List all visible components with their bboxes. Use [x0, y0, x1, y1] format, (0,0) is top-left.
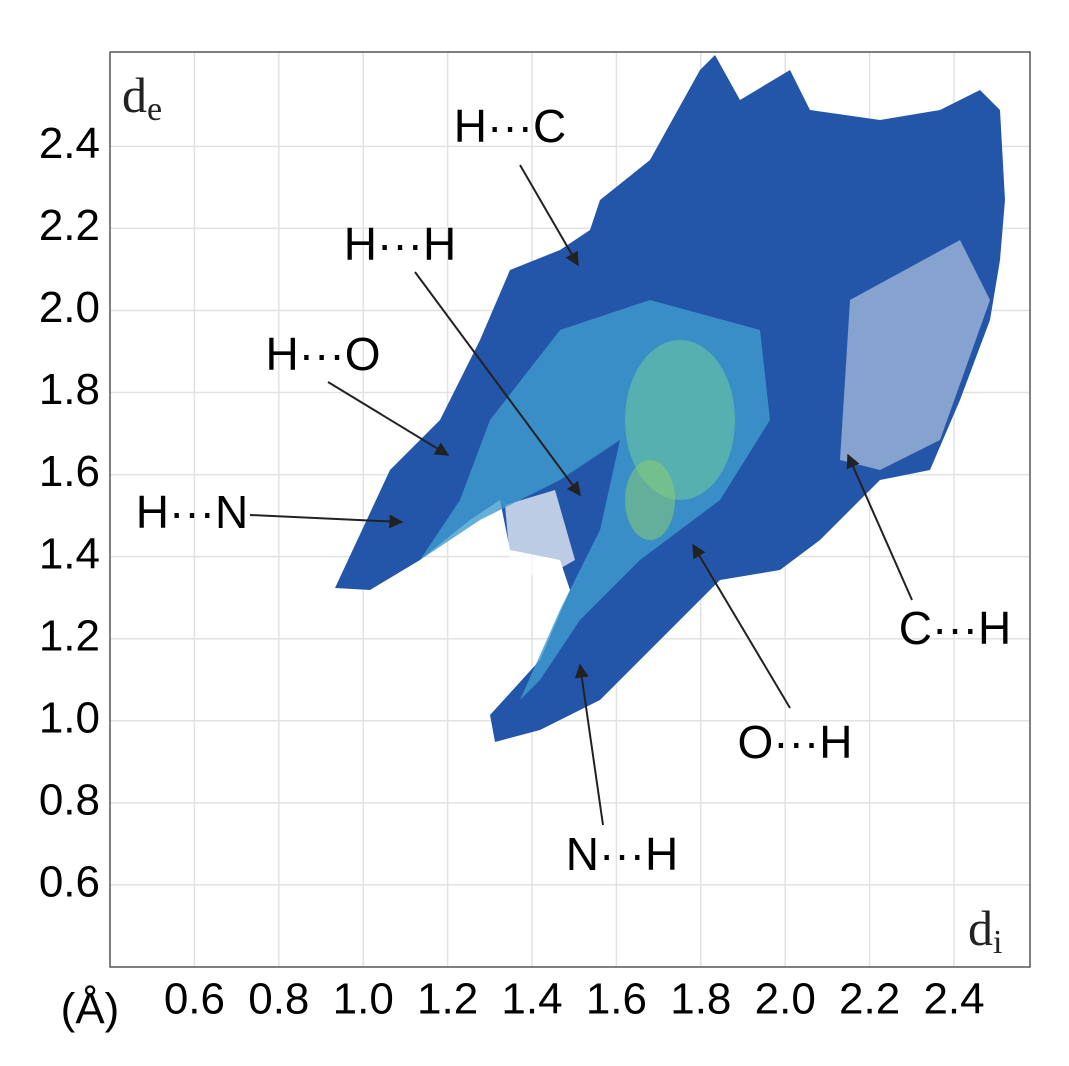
x-tick-label: 1.6 — [586, 975, 647, 1024]
y-tick-label: 2.2 — [39, 201, 100, 250]
x-tick-label: 2.0 — [755, 975, 816, 1024]
y-tick-label: 1.4 — [39, 529, 100, 578]
annotation-arrow — [249, 514, 404, 529]
fingerprint-cloud — [335, 55, 1005, 742]
cloud-peak — [625, 340, 735, 500]
annotation-arrow — [846, 453, 913, 601]
x-tick-label: 1.0 — [333, 975, 394, 1024]
annotation: H···H — [344, 218, 456, 270]
x-tick-label: 0.8 — [248, 975, 309, 1024]
cloud-sparse — [505, 490, 575, 580]
y-label-sub: e — [147, 91, 162, 128]
x-label-base: d — [968, 900, 993, 956]
annotation-arrow — [327, 381, 450, 456]
y-tick-label: 1.6 — [39, 447, 100, 496]
x-tick-label: 2.4 — [923, 975, 984, 1024]
y-tick-label: 2.0 — [39, 283, 100, 332]
annotation: O···H — [738, 716, 853, 768]
unit-label: (Å) — [61, 985, 120, 1034]
cloud-peak — [625, 460, 675, 540]
y-tick-label: 0.8 — [39, 775, 100, 824]
y-tick-label: 0.6 — [39, 858, 100, 907]
annotation-arrow — [692, 543, 791, 709]
annotation: H···C — [454, 100, 566, 152]
x-axis-label: di — [968, 900, 1002, 961]
plot-frame — [109, 51, 1031, 968]
y-tick-label: 2.4 — [39, 119, 100, 168]
y-label-base: d — [122, 67, 147, 123]
annotation: H···N — [136, 486, 248, 538]
annotation-arrow — [414, 271, 581, 497]
annotation: N···H — [566, 828, 678, 880]
annotation-arrow — [519, 164, 579, 267]
x-tick-label: 1.4 — [501, 975, 562, 1024]
x-tick-label: 0.6 — [164, 975, 225, 1024]
x-label-sub: i — [993, 924, 1002, 961]
annotation-arrow — [574, 663, 604, 826]
x-tick-label: 1.2 — [417, 975, 478, 1024]
annotation: C···H — [899, 602, 1011, 654]
y-tick-label: 1.8 — [39, 365, 100, 414]
x-tick-label: 2.2 — [839, 975, 900, 1024]
y-axis-label: de — [122, 67, 162, 128]
cloud-sparse — [840, 240, 990, 470]
x-tick-label: 1.8 — [670, 975, 731, 1024]
y-tick-label: 1.0 — [39, 693, 100, 742]
annotation: H···O — [266, 328, 381, 380]
y-tick-label: 1.2 — [39, 611, 100, 660]
